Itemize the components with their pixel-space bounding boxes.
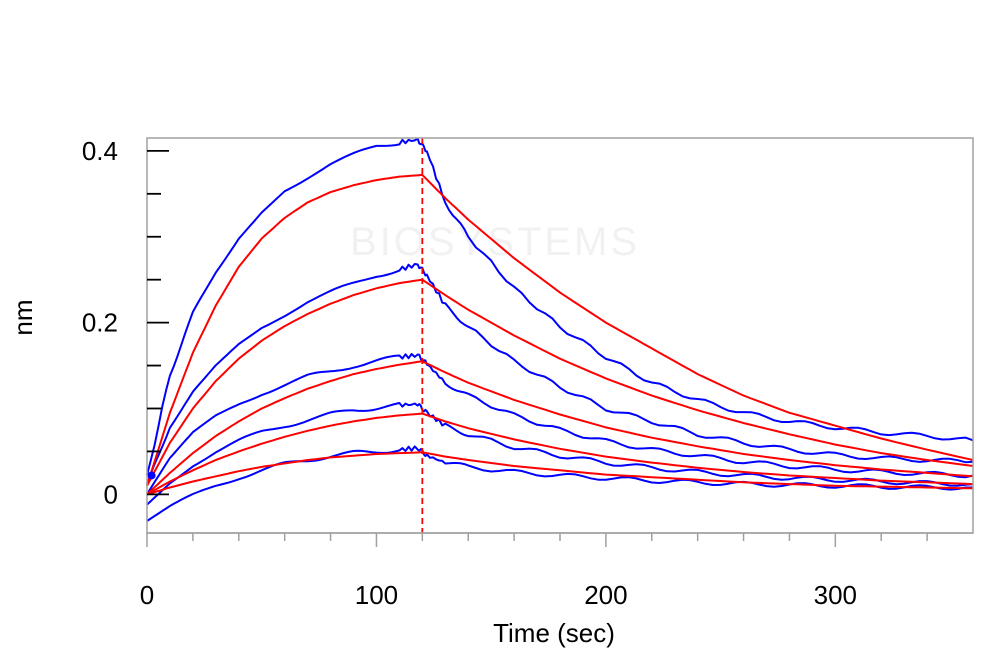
x-tick-label: 100	[355, 580, 398, 610]
y-axis-title: nm	[8, 299, 38, 335]
x-tick-label: 0	[140, 580, 154, 610]
measured-series-1	[146, 137, 974, 476]
series-layer	[146, 137, 974, 533]
measured-series-4	[146, 402, 974, 506]
axes-layer: 0 100 200 300 0 0.2 0.4	[82, 136, 973, 610]
x-tick-label: 200	[584, 580, 627, 610]
fit-series-5	[146, 451, 974, 496]
x-tick-label: 300	[814, 580, 857, 610]
start-marker	[147, 471, 156, 480]
fit-series-3	[146, 360, 974, 496]
measured-series-3	[146, 353, 974, 495]
measured-series-2	[146, 263, 974, 485]
y-tick-label: 0	[104, 479, 118, 509]
y-tick-label: 0.2	[82, 308, 118, 338]
measured-series-5	[146, 445, 973, 522]
fit-series-4	[146, 412, 974, 496]
fit-series-2	[146, 278, 974, 487]
fit-series-1	[146, 173, 974, 487]
x-axis-title: Time (sec)	[493, 618, 615, 648]
y-tick-label: 0.4	[82, 136, 118, 166]
